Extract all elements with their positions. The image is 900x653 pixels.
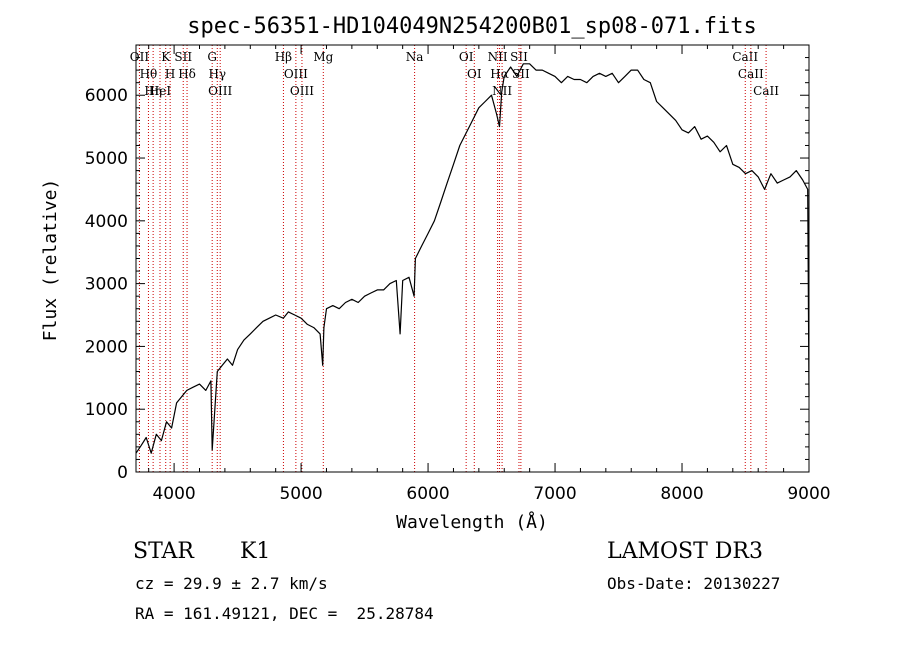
line-label-Na: Na [406,50,424,64]
line-label-Hγ: Hγ [208,67,226,81]
x-tick-label: 9000 [787,484,830,504]
line-label-Hθ: Hθ [140,67,158,81]
line-label-OI: OI [467,67,482,81]
x-tick-label: 8000 [660,484,703,504]
y-axis-label: Flux (relative) [40,179,61,342]
line-label-Hδ: Hδ [178,67,196,81]
y-tick-label: 3000 [85,275,128,295]
line-label-Hη: Hη [144,84,162,98]
ra-dec-coordinates: RA = 161.49121, DEC = 25.28784 [135,604,434,623]
line-label-OIII: OIII [208,84,232,98]
spectrum-layer [135,63,810,454]
line-label-K: K [161,50,171,64]
line-label-NII: NII [488,50,508,64]
line-label-CaII: CaII [732,50,758,64]
line-label-SII: SII [512,67,530,81]
line-label-HeI: HeI [149,84,172,98]
object-subclass: K1 [240,539,271,564]
y-tick-label: 1000 [85,400,128,420]
plot-frame [135,44,810,473]
object-class: STAR [133,539,194,564]
x-tick-label: 5000 [279,484,322,504]
survey-name: LAMOST DR3 [607,539,763,564]
line-label-Hβ: Hβ [275,50,292,64]
y-tick-label: 4000 [85,212,128,232]
line-label-SII: SII [510,50,528,64]
line-label-Mg: Mg [313,50,333,64]
y-tick-label: 6000 [85,86,128,106]
y-tick-label: 0 [117,463,128,483]
line-label-H: H [165,67,175,81]
line-label-CaII: CaII [753,84,779,98]
line-label-OIII: OIII [284,67,308,81]
line-label-OI: OI [459,50,474,64]
x-tick-label: 7000 [533,484,576,504]
x-tick-label: 6000 [406,484,449,504]
y-tick-label: 5000 [85,149,128,169]
redshift-cz: cz = 29.9 ± 2.7 km/s [135,574,328,593]
x-tick-label: 4000 [152,484,195,504]
line-label-G: G [207,50,217,64]
spectrum-line [135,63,810,454]
observation-date: Obs-Date: 20130227 [607,574,781,593]
line-label-CaII: CaII [738,67,764,81]
chart-title: spec-56351-HD104049N254200B01_sp08-071.f… [187,14,757,39]
axes-layer: 4000 5000 6000 7000 8000 9000 0 1000 2000 3000 400… [85,44,831,504]
x-axis-label: Wavelength (Å) [396,511,548,533]
line-label-OIII: OIII [290,84,314,98]
y-tick-label: 2000 [85,337,128,357]
line-label-SII: SII [174,50,192,64]
line-label-OII: OII [130,50,150,64]
